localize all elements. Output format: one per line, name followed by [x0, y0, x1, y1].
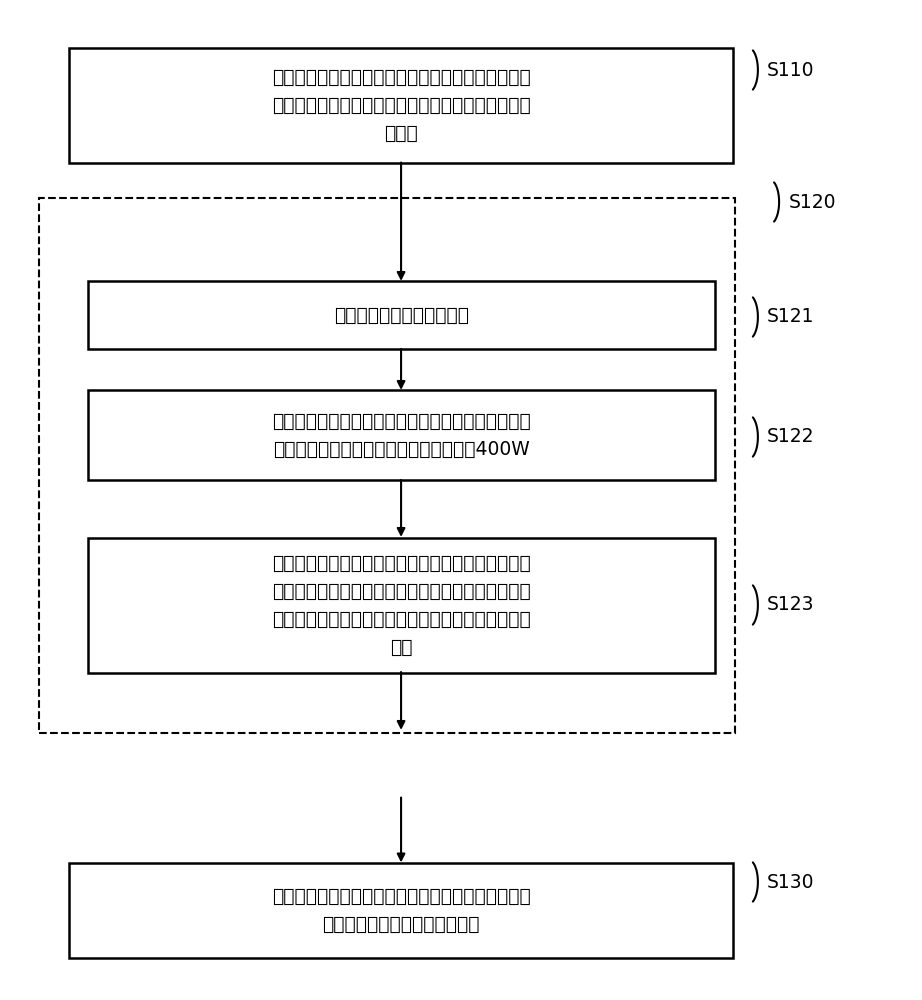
- Bar: [69, 47, 733, 162]
- Text: S110: S110: [767, 60, 815, 80]
- Text: 刻蚀所述工艺孔下方的硅衬底并形成所述沟槽式金属
氧化物半导体肖特基势垒晶体管: 刻蚀所述工艺孔下方的硅衬底并形成所述沟槽式金属 氧化物半导体肖特基势垒晶体管: [272, 886, 530, 934]
- Text: 提供半导体结构，所述半导体结构包括硅衬底和形成
于硅衬底表面的氧化硅层，所述氧化硅层上定义有刻
蚀窗口: 提供半导体结构，所述半导体结构包括硅衬底和形成 于硅衬底表面的氧化硅层，所述氧化…: [272, 68, 530, 142]
- Bar: [88, 281, 715, 349]
- Bar: [88, 390, 715, 480]
- Text: 将半导体结构置于反应腔内: 将半导体结构置于反应腔内: [334, 306, 468, 324]
- Text: S130: S130: [767, 872, 815, 892]
- Bar: [39, 198, 736, 732]
- Bar: [69, 862, 733, 958]
- Text: S123: S123: [767, 595, 815, 614]
- Text: 充入第一刻蚀气体并调节射频功率为第一功率，对所
述氧化硅层进行刻蚀，所述第一功率大于400W: 充入第一刻蚀气体并调节射频功率为第一功率，对所 述氧化硅层进行刻蚀，所述第一功率…: [272, 412, 530, 458]
- Text: S120: S120: [788, 192, 836, 212]
- Text: S121: S121: [767, 308, 815, 326]
- Text: 在所述氧化硅层被全部刻蚀前，调节射频功率为第二
功率，对所述氧化硅层继续刻蚀，直至所述氧化硅层
被完全刻蚀形成工艺孔，所述第二功率小于所述第一
功率: 在所述氧化硅层被全部刻蚀前，调节射频功率为第二 功率，对所述氧化硅层继续刻蚀，直…: [272, 554, 530, 656]
- Bar: [88, 538, 715, 672]
- Text: S122: S122: [767, 428, 815, 446]
